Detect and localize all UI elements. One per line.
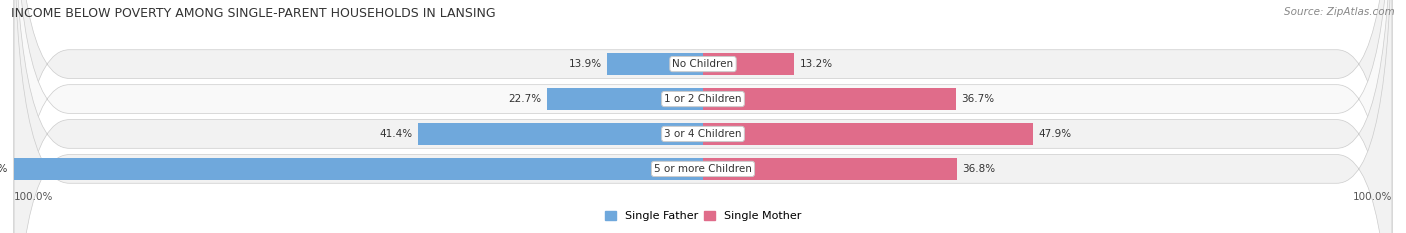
FancyBboxPatch shape	[14, 0, 1392, 233]
Text: 100.0%: 100.0%	[0, 164, 8, 174]
Text: Source: ZipAtlas.com: Source: ZipAtlas.com	[1284, 7, 1395, 17]
Bar	[547, 88, 703, 110]
Legend: Single Father, Single Mother: Single Father, Single Mother	[600, 207, 806, 226]
Text: INCOME BELOW POVERTY AMONG SINGLE-PARENT HOUSEHOLDS IN LANSING: INCOME BELOW POVERTY AMONG SINGLE-PARENT…	[11, 7, 496, 20]
Bar	[607, 53, 703, 75]
Text: No Children: No Children	[672, 59, 734, 69]
Text: 13.9%: 13.9%	[568, 59, 602, 69]
Text: 100.0%: 100.0%	[1353, 192, 1392, 202]
Bar	[703, 88, 956, 110]
FancyBboxPatch shape	[14, 0, 1392, 233]
Text: 1 or 2 Children: 1 or 2 Children	[664, 94, 742, 104]
Text: 22.7%: 22.7%	[508, 94, 541, 104]
Text: 100.0%: 100.0%	[14, 192, 53, 202]
Bar	[703, 158, 956, 180]
Text: 41.4%: 41.4%	[380, 129, 412, 139]
Bar	[703, 53, 794, 75]
Bar	[14, 158, 703, 180]
Text: 3 or 4 Children: 3 or 4 Children	[664, 129, 742, 139]
FancyBboxPatch shape	[14, 0, 1392, 233]
Bar	[418, 123, 703, 145]
FancyBboxPatch shape	[14, 0, 1392, 233]
Text: 47.9%: 47.9%	[1039, 129, 1071, 139]
Text: 13.2%: 13.2%	[800, 59, 832, 69]
Text: 36.8%: 36.8%	[962, 164, 995, 174]
Bar	[703, 123, 1033, 145]
Text: 5 or more Children: 5 or more Children	[654, 164, 752, 174]
Text: 36.7%: 36.7%	[962, 94, 994, 104]
